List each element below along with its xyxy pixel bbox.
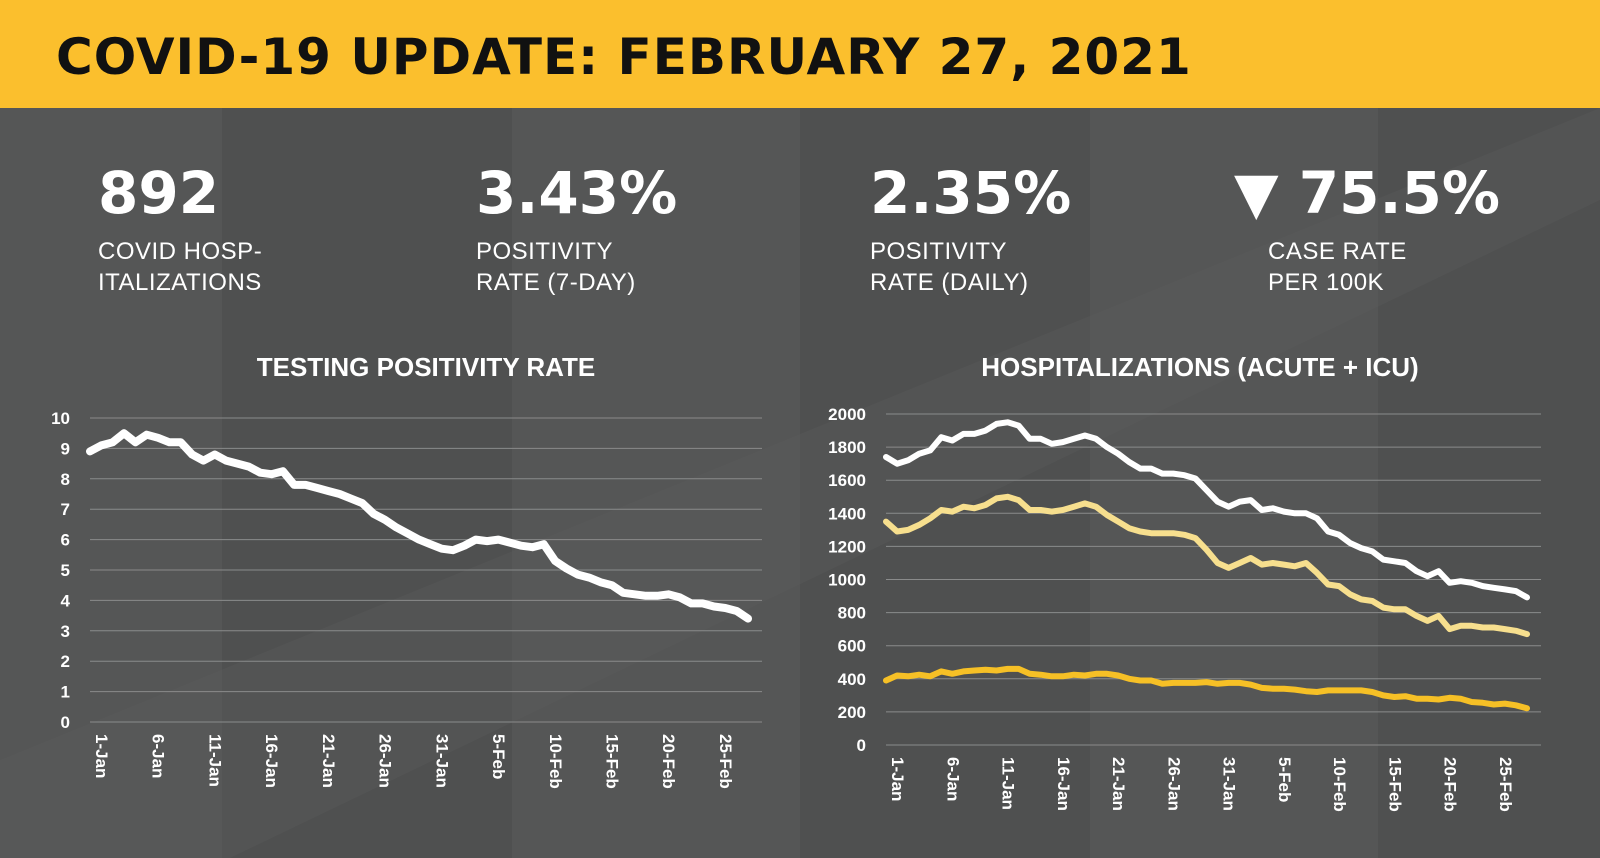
y-tick-label: 200 — [838, 703, 866, 722]
stat-positivity-7day: 3.43% POSITIVITY RATE (7-DAY) — [476, 158, 677, 298]
x-tick-label: 11-Jan — [205, 734, 224, 787]
stat-positivity-daily: 2.35% POSITIVITY RATE (DAILY) — [870, 158, 1071, 298]
y-tick-label: 400 — [838, 670, 866, 689]
x-tick-label: 11-Jan — [999, 757, 1018, 810]
y-tick-label: 1400 — [828, 504, 866, 523]
x-tick-label: 15-Feb — [603, 734, 622, 789]
y-tick-label: 1 — [61, 683, 70, 702]
stat-value: 3.43% — [476, 159, 678, 227]
x-tick-label: 16-Jan — [1054, 757, 1073, 811]
page-title: COVID-19 UPDATE: FEBRUARY 27, 2021 — [56, 28, 1192, 86]
stat-value: 892 — [98, 159, 220, 227]
y-tick-label: 10 — [51, 409, 70, 428]
stat-label-line: PER 100K — [1268, 269, 1385, 296]
stat-label: POSITIVITY RATE (DAILY) — [870, 236, 1071, 298]
stat-label-line: COVID HOSP- — [98, 238, 263, 265]
stat-label-line: CASE RATE — [1268, 238, 1407, 265]
x-tick-label: 16-Jan — [262, 734, 281, 788]
x-tick-label: 5-Feb — [1275, 757, 1294, 802]
stat-label: POSITIVITY RATE (7-DAY) — [476, 236, 677, 298]
y-tick-label: 8 — [61, 470, 70, 489]
stat-label-line: RATE (DAILY) — [870, 269, 1029, 296]
stat-label-line: RATE (7-DAY) — [476, 269, 636, 296]
background-band — [800, 108, 1090, 858]
chart-title-positivity: TESTING POSITIVITY RATE — [256, 352, 596, 382]
y-tick-label: 2 — [61, 652, 70, 671]
header-banner: COVID-19 UPDATE: FEBRUARY 27, 2021 — [0, 0, 1600, 108]
x-tick-label: 6-Jan — [149, 734, 168, 778]
x-tick-label: 31-Jan — [432, 734, 451, 788]
x-tick-label: 20-Feb — [659, 734, 678, 789]
y-tick-label: 1600 — [828, 471, 866, 490]
x-tick-label: 6-Jan — [943, 757, 962, 801]
x-tick-label: 20-Feb — [1441, 757, 1460, 812]
y-tick-label: 1200 — [828, 537, 866, 556]
stat-value: ▼ 75.5% — [1234, 159, 1501, 227]
x-tick-label: 10-Feb — [1330, 757, 1349, 812]
chart-title-hospitalizations: HOSPITALIZATIONS (ACUTE + ICU) — [981, 352, 1419, 382]
stat-label: COVID HOSP- ITALIZATIONS — [98, 236, 262, 298]
y-tick-label: 6 — [61, 531, 70, 550]
stat-label-line: POSITIVITY — [476, 238, 614, 265]
y-tick-label: 1800 — [828, 438, 866, 457]
y-tick-label: 0 — [61, 713, 70, 732]
y-tick-label: 800 — [838, 604, 866, 623]
x-tick-label: 25-Feb — [716, 734, 735, 789]
y-tick-label: 4 — [61, 591, 71, 610]
background-band — [222, 108, 512, 858]
series-line-2 — [883, 493, 1530, 638]
x-tick-label: 25-Feb — [1496, 757, 1515, 812]
x-tick-label: 5-Feb — [489, 734, 508, 779]
stat-label-line: POSITIVITY — [870, 238, 1008, 265]
x-tick-label: 1-Jan — [888, 757, 907, 801]
series-line-1 — [86, 429, 752, 623]
background-band — [1378, 108, 1600, 858]
y-tick-label: 3 — [61, 622, 70, 641]
stat-case-rate: ▼ 75.5% CASE RATE PER 100K — [1234, 158, 1500, 298]
x-tick-label: 26-Jan — [376, 734, 395, 788]
y-tick-label: 7 — [61, 500, 70, 519]
x-tick-label: 31-Jan — [1220, 757, 1239, 811]
y-tick-label: 600 — [838, 637, 866, 656]
series-line-3 — [883, 665, 1530, 712]
x-tick-label: 1-Jan — [92, 734, 111, 778]
x-tick-label: 21-Jan — [1109, 757, 1128, 811]
y-tick-label: 5 — [61, 561, 70, 580]
stat-label-line: ITALIZATIONS — [98, 269, 262, 296]
series-line-1 — [883, 419, 1530, 601]
y-tick-label: 1000 — [828, 571, 866, 590]
x-tick-label: 15-Feb — [1385, 757, 1404, 812]
x-tick-label: 21-Jan — [319, 734, 338, 788]
y-tick-label: 0 — [857, 736, 866, 755]
x-tick-label: 10-Feb — [546, 734, 565, 789]
y-tick-label: 9 — [61, 439, 70, 458]
stat-hospitalizations: 892 COVID HOSP- ITALIZATIONS — [98, 158, 262, 298]
stat-value: 2.35% — [870, 159, 1072, 227]
x-tick-label: 26-Jan — [1164, 757, 1183, 811]
stat-label: CASE RATE PER 100K — [1268, 236, 1500, 298]
y-tick-label: 2000 — [828, 405, 866, 424]
